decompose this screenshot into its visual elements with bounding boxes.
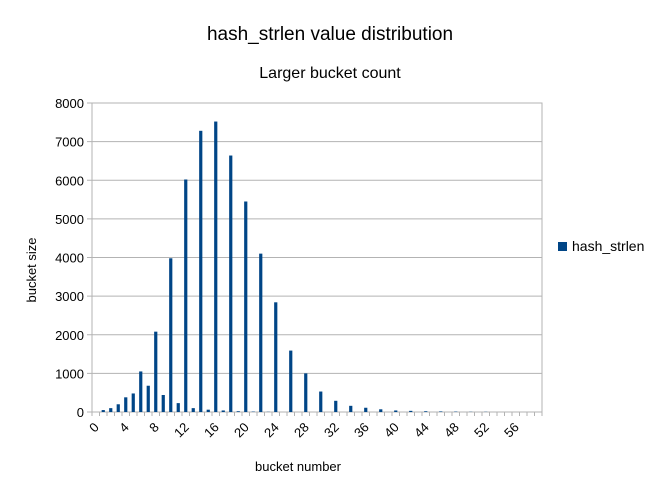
x-tick-label: 44: [411, 420, 432, 441]
plot-area-border: [91, 102, 543, 413]
x-tick-labels: 0 4 8 12 16 20 24 28 32 36 40 44 48 52 56: [86, 420, 522, 441]
bar: [169, 258, 173, 412]
bar: [364, 407, 368, 412]
bar: [259, 253, 263, 412]
legend-label: hash_strlen: [572, 238, 644, 254]
y-tick-label: 4000: [55, 251, 84, 266]
x-tick-label: 28: [291, 420, 312, 441]
x-tick-label: 0: [86, 420, 102, 436]
legend: hash_strlen: [558, 238, 644, 254]
bar: [379, 409, 383, 412]
y-tick-label: 1000: [55, 366, 84, 381]
bar: [394, 410, 398, 412]
bar: [184, 179, 188, 412]
x-tick-label: 20: [231, 420, 252, 441]
chart-subtitle: Larger bucket count: [259, 65, 401, 82]
bar: [439, 411, 443, 412]
bar: [109, 408, 113, 412]
bar: [244, 201, 248, 412]
bar: [229, 155, 233, 412]
x-tick-label: 48: [441, 420, 462, 441]
bar: [199, 130, 203, 412]
bar: [124, 397, 128, 412]
y-tick-label: 3000: [55, 289, 84, 304]
chart-title: hash_strlen value distribution: [207, 24, 453, 45]
bar: [131, 393, 135, 412]
x-tick-label: 16: [201, 420, 222, 441]
bar: [191, 408, 195, 412]
bar: [274, 302, 278, 412]
bar: [319, 391, 323, 412]
y-tick-label: 0: [77, 405, 84, 420]
bar: [206, 409, 210, 412]
bar: [334, 400, 338, 412]
y-tick-label: 5000: [55, 212, 84, 227]
x-tick-label: 4: [116, 420, 132, 436]
bar: [289, 350, 293, 412]
bar: [146, 385, 150, 412]
x-tick-label: 12: [171, 420, 192, 441]
x-tick-label: 56: [501, 420, 522, 441]
y-tick-label: 8000: [55, 96, 84, 111]
bar: [139, 371, 143, 412]
x-tick-label: 32: [321, 420, 342, 441]
bar: [116, 404, 120, 412]
bar: [349, 405, 353, 412]
x-tick-label: 52: [471, 420, 492, 441]
bar: [176, 403, 180, 412]
bars: [101, 121, 488, 412]
y-tick-label: 2000: [55, 328, 84, 343]
y-tick-labels: 0 1000 2000 3000 4000 5000 6000 7000 8000: [55, 96, 84, 420]
bar: [236, 411, 240, 412]
bar: [304, 373, 308, 412]
bar: [214, 121, 218, 412]
bar: [409, 410, 413, 412]
bar: [161, 395, 165, 412]
bar: [424, 411, 428, 412]
bar: [221, 410, 225, 412]
x-tick-label: 40: [381, 420, 402, 441]
x-tick-label: 36: [351, 420, 372, 441]
x-tick-label: 24: [261, 420, 282, 441]
bar: [101, 410, 105, 412]
y-tick-label: 7000: [55, 135, 84, 150]
legend-swatch: [558, 242, 567, 251]
x-axis-label: bucket number: [255, 459, 342, 474]
y-axis-label: bucket size: [24, 237, 39, 302]
y-tick-label: 6000: [55, 173, 84, 188]
x-tick-label: 8: [146, 420, 162, 436]
bar: [154, 331, 158, 412]
